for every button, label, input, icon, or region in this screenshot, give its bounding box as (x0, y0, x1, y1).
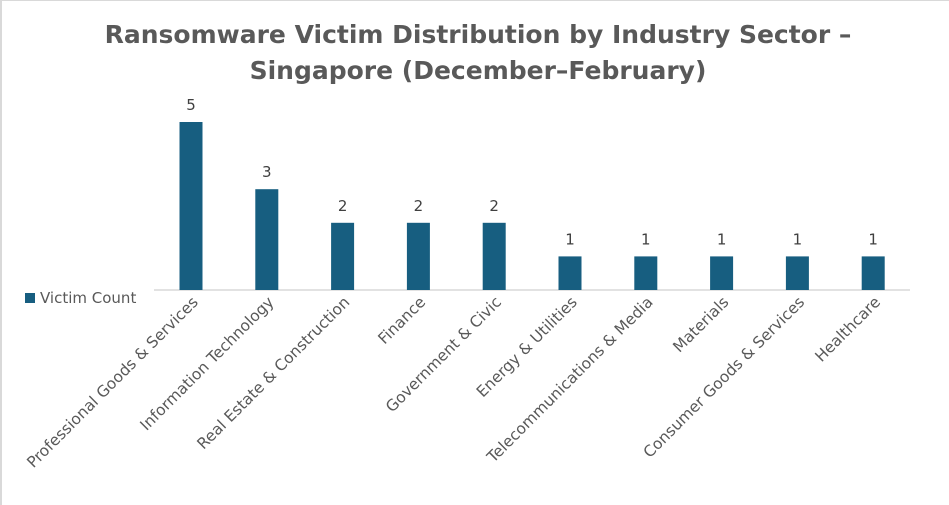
bar-finance (406, 222, 430, 290)
data-label: 1 (717, 230, 727, 248)
data-label: 5 (186, 96, 196, 114)
data-label: 1 (793, 230, 803, 248)
data-label: 2 (338, 197, 348, 215)
x-tick-label: Information Technology (137, 293, 278, 434)
chart-title-line-2: Singapore (December–February) (250, 56, 707, 85)
bar-telecommunications-media (634, 256, 658, 290)
bar-energy-utilities (558, 256, 582, 290)
data-label: 1 (868, 230, 878, 248)
x-tick-label: Finance (375, 293, 430, 348)
x-tick-label: Materials (669, 293, 732, 356)
x-tick-label: Telecommunications & Media (483, 293, 657, 467)
x-tick-label: Real Estate & Construction (194, 293, 354, 453)
bar-government-civic (482, 222, 506, 290)
data-label: 1 (641, 230, 651, 248)
data-label: 3 (262, 163, 272, 181)
bar-information-technology (255, 189, 279, 290)
bar-consumer-goods-services (785, 256, 809, 290)
legend-label: Victim Count (40, 289, 136, 307)
bar-real-estate-construction (331, 222, 355, 290)
bar-professional-goods-services (179, 122, 203, 290)
x-tick-label: Consumer Goods & Services (640, 293, 808, 461)
data-label: 2 (414, 197, 424, 215)
x-tick-label: Healthcare (812, 293, 884, 365)
bar-healthcare (861, 256, 885, 290)
legend-swatch (25, 293, 35, 303)
bar-materials (710, 256, 734, 290)
data-label: 2 (489, 197, 499, 215)
data-label: 1 (565, 230, 575, 248)
chart-title-line-1: Ransomware Victim Distribution by Indust… (105, 20, 852, 49)
